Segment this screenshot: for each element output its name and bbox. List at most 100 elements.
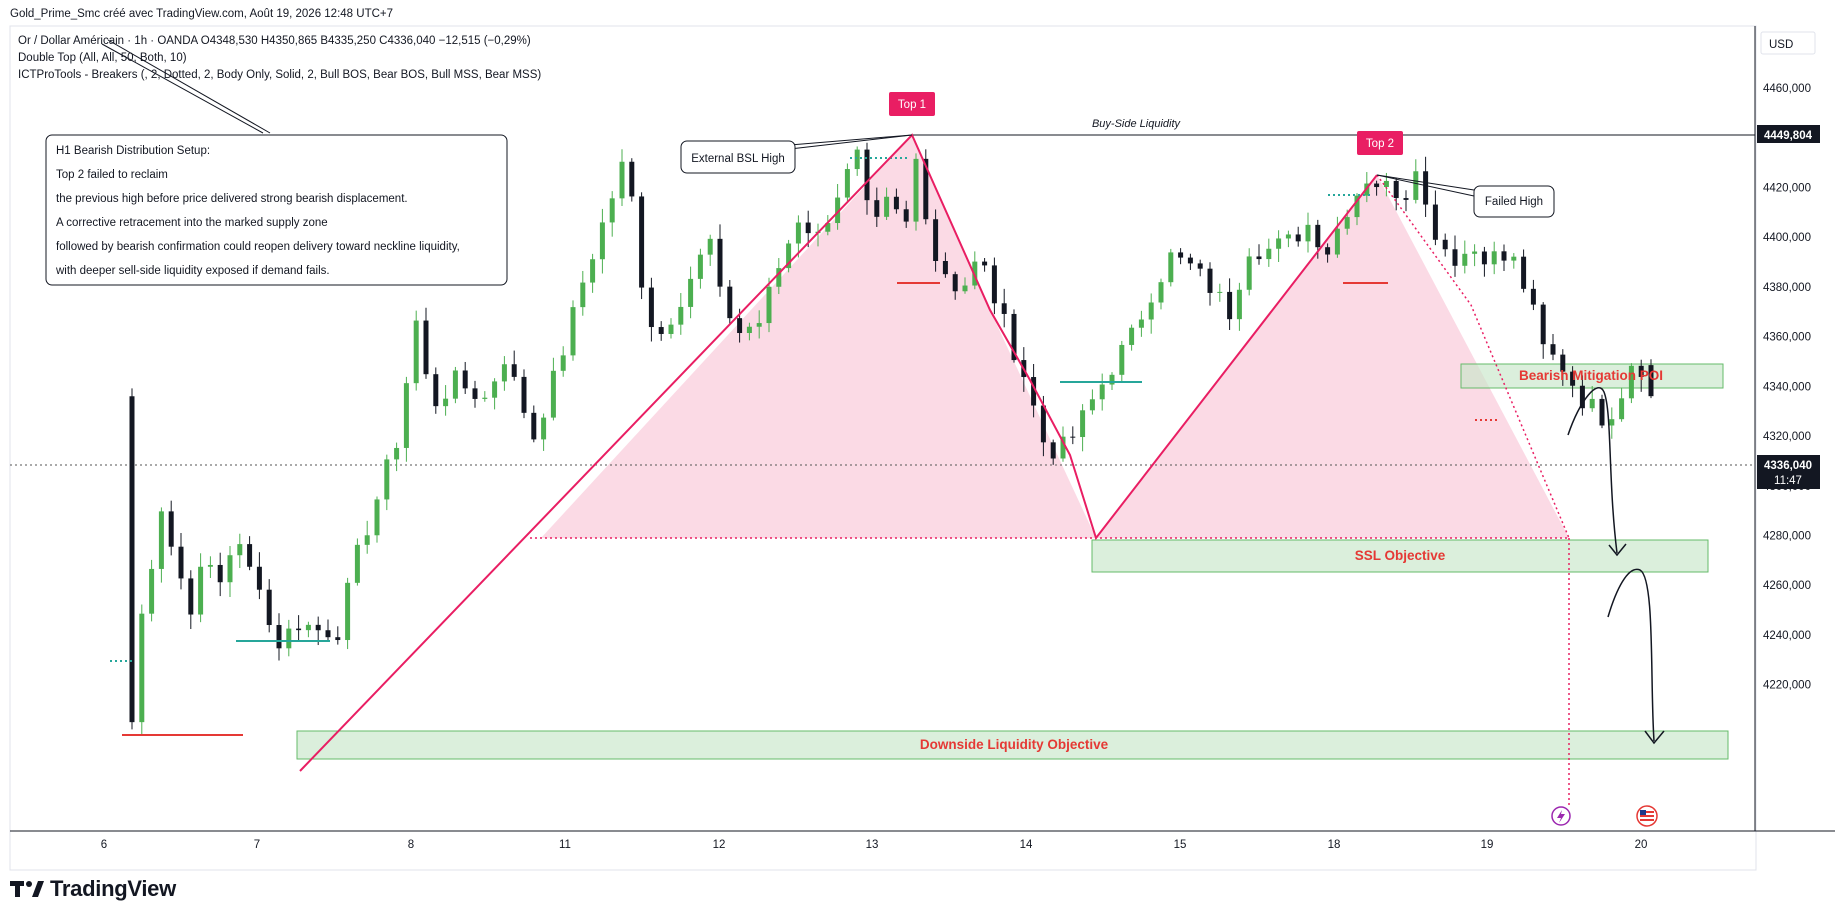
candle-bear[interactable] <box>1550 344 1556 355</box>
candle-bear[interactable] <box>1011 313 1017 361</box>
candle-bull[interactable] <box>786 243 792 269</box>
candle-bull[interactable] <box>697 254 703 279</box>
candle-bull[interactable] <box>1217 291 1223 293</box>
candle-bull[interactable] <box>1099 384 1105 400</box>
candle-bull[interactable] <box>825 223 831 232</box>
candle-bull[interactable] <box>599 222 605 260</box>
candle-bull[interactable] <box>1080 410 1086 438</box>
candle-bear[interactable] <box>629 161 635 197</box>
candle-bear[interactable] <box>1432 204 1438 240</box>
candle-bull[interactable] <box>962 285 968 292</box>
candle-bear[interactable] <box>315 624 321 631</box>
candle-bear[interactable] <box>1560 354 1566 372</box>
candle-bull[interactable] <box>776 268 782 287</box>
candle-bear[interactable] <box>531 412 537 440</box>
candle-bull[interactable] <box>609 198 615 223</box>
candle-bull[interactable] <box>345 582 351 641</box>
candle-bull[interactable] <box>443 398 449 407</box>
candle-bear[interactable] <box>1530 288 1536 305</box>
candle-bear[interactable] <box>256 566 262 590</box>
candle-bull[interactable] <box>795 222 801 244</box>
candle-bear[interactable] <box>1295 234 1301 242</box>
candle-bull[interactable] <box>1619 398 1625 420</box>
candle-bear[interactable] <box>433 374 439 407</box>
top1-badge[interactable] <box>889 92 935 116</box>
candle-bull[interactable] <box>1472 251 1478 254</box>
candle-bull[interactable] <box>374 499 380 536</box>
candle-bull[interactable] <box>560 355 566 371</box>
candle-bull[interactable] <box>158 511 164 569</box>
ssl-objective-zone[interactable] <box>1091 539 1709 573</box>
candle-bear[interactable] <box>1040 405 1046 443</box>
candle-bull[interactable] <box>835 197 841 224</box>
candle-bear[interactable] <box>325 630 331 638</box>
candle-bear[interactable] <box>874 200 880 217</box>
candle-bull[interactable] <box>1354 195 1360 218</box>
candle-bear[interactable] <box>727 286 733 319</box>
candle-bull[interactable] <box>1413 171 1419 200</box>
candle-bear[interactable] <box>217 564 223 583</box>
indicator-ictprotools[interactable]: ICTProTools - Breakers (, 2, Dotted, 2, … <box>18 69 542 81</box>
candle-bear[interactable] <box>296 628 302 631</box>
candle-bull[interactable] <box>766 286 772 324</box>
candle-bear[interactable] <box>472 388 478 399</box>
candle-bull[interactable] <box>1305 224 1311 242</box>
top2-badge[interactable] <box>1357 131 1403 155</box>
candle-bear[interactable] <box>129 396 135 723</box>
candle-bear[interactable] <box>982 261 988 266</box>
candle-bull[interactable] <box>413 320 419 384</box>
candle-bear[interactable] <box>1207 268 1213 293</box>
candle-bear[interactable] <box>335 637 341 641</box>
candle-bull[interactable] <box>149 568 155 614</box>
candle-bear[interactable] <box>1570 371 1576 386</box>
candle-bull[interactable] <box>1060 436 1066 459</box>
candle-bull[interactable] <box>305 624 311 631</box>
candle-bear[interactable] <box>247 544 253 567</box>
candle-bear[interactable] <box>1501 251 1507 261</box>
candle-bear[interactable] <box>423 320 429 375</box>
candle-bull[interactable] <box>1266 248 1272 260</box>
candle-bull[interactable] <box>1628 365 1634 399</box>
candle-bull[interactable] <box>1491 251 1497 265</box>
candle-bear[interactable] <box>952 274 958 292</box>
candle-bear[interactable] <box>1178 252 1184 258</box>
candle-bear[interactable] <box>903 209 909 222</box>
candle-bear[interactable] <box>178 546 184 579</box>
candle-bear[interactable] <box>1452 249 1458 266</box>
downside-liquidity-zone[interactable] <box>296 730 1729 760</box>
candle-bull[interactable] <box>364 535 370 545</box>
setup-note-box[interactable] <box>45 134 508 286</box>
candle-bear[interactable] <box>658 327 664 334</box>
tradingview-brand[interactable]: TradingView <box>10 876 176 902</box>
candle-bear[interactable] <box>1540 304 1546 345</box>
candle-bull[interactable] <box>354 544 360 583</box>
external-bsl-callout[interactable] <box>680 140 796 174</box>
currency-button[interactable] <box>1760 31 1816 55</box>
candle-bear[interactable] <box>923 158 929 220</box>
candle-bear[interactable] <box>1325 247 1331 255</box>
candle-bull[interactable] <box>1129 327 1135 345</box>
candle-bull[interactable] <box>913 158 919 222</box>
candle-bull[interactable] <box>746 326 752 334</box>
candle-bear[interactable] <box>1599 398 1605 426</box>
candle-bull[interactable] <box>286 628 292 649</box>
candle-bear[interactable] <box>188 578 194 615</box>
candle-bull[interactable] <box>1334 228 1340 255</box>
candle-bull[interactable] <box>394 447 400 460</box>
candle-bear[interactable] <box>462 370 468 389</box>
candle-bear[interactable] <box>1481 251 1487 265</box>
candle-bull[interactable] <box>1511 256 1517 261</box>
candle-bull[interactable] <box>227 555 233 583</box>
candle-bear[interactable] <box>1070 436 1076 438</box>
candle-bear[interactable] <box>893 196 899 210</box>
candle-bull[interactable] <box>501 364 507 382</box>
candle-bear[interactable] <box>1187 257 1193 264</box>
candle-bull[interactable] <box>580 282 586 308</box>
candle-bear[interactable] <box>276 625 282 649</box>
candle-bull[interactable] <box>237 544 243 556</box>
candle-bear[interactable] <box>639 196 645 288</box>
candle-bull[interactable] <box>207 564 213 567</box>
candle-bull[interactable] <box>1344 217 1350 229</box>
candle-bull[interactable] <box>1276 238 1282 249</box>
